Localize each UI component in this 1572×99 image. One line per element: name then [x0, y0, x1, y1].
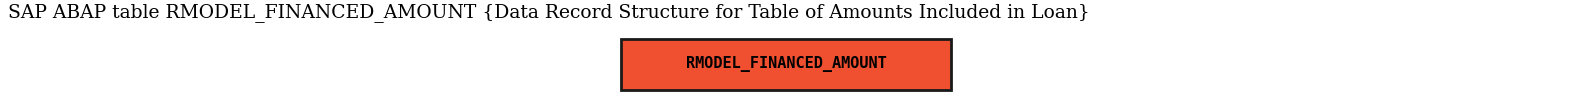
Text: SAP ABAP table RMODEL_FINANCED_AMOUNT {Data Record Structure for Table of Amount: SAP ABAP table RMODEL_FINANCED_AMOUNT {D…: [8, 3, 1089, 22]
FancyBboxPatch shape: [621, 39, 951, 90]
Text: RMODEL_FINANCED_AMOUNT: RMODEL_FINANCED_AMOUNT: [685, 56, 887, 72]
